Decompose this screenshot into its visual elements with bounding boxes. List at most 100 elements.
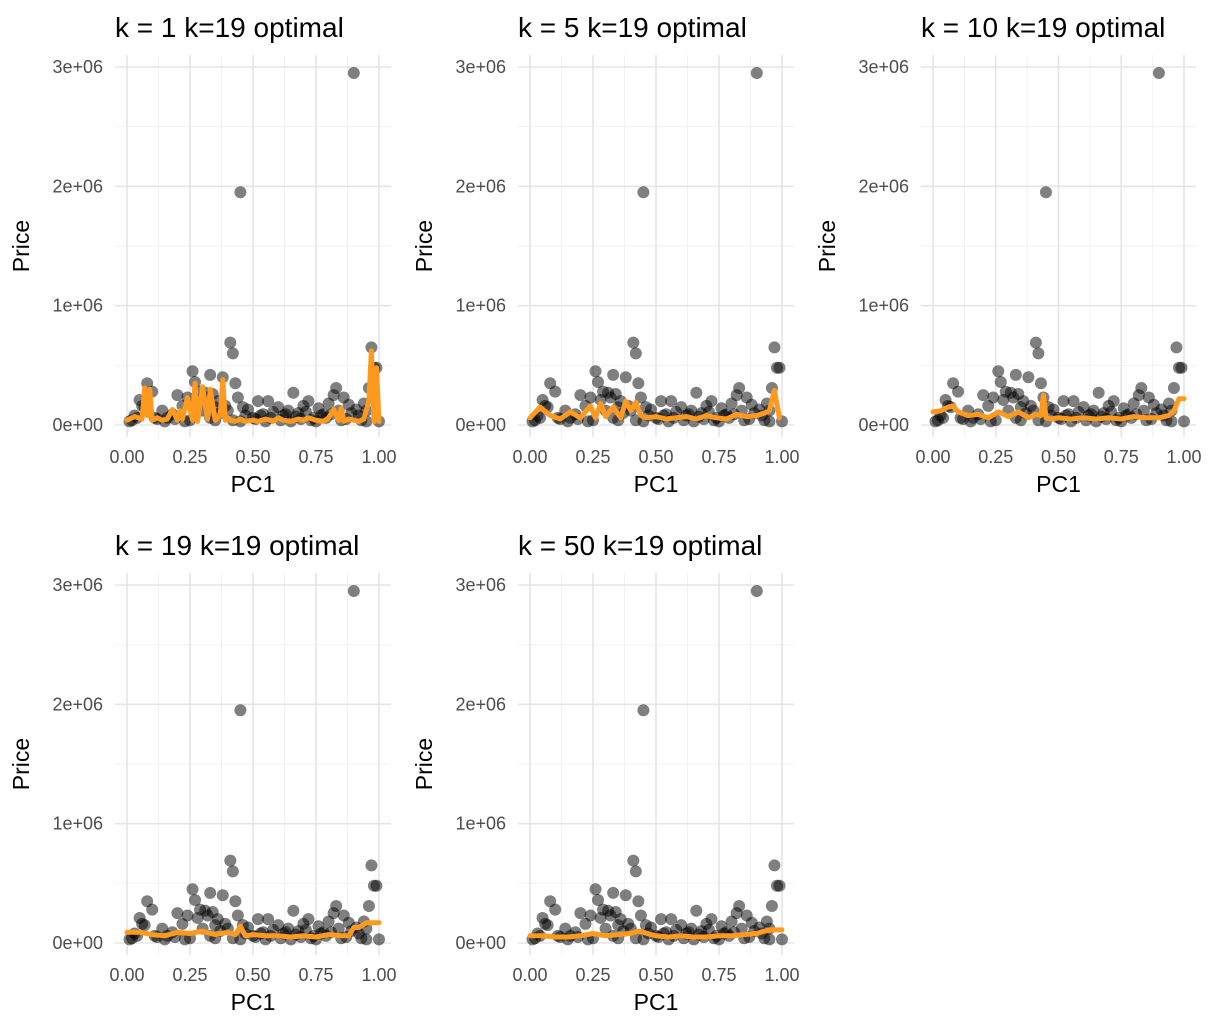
scatter-point bbox=[768, 859, 781, 872]
scatter-point bbox=[619, 371, 632, 384]
scatter-point bbox=[937, 411, 950, 424]
scatter-point bbox=[632, 895, 645, 908]
scatter-point bbox=[1032, 347, 1045, 360]
x-tick-label: 0.00 bbox=[109, 965, 144, 985]
scatter-point bbox=[627, 854, 640, 867]
scatter-point bbox=[1175, 361, 1188, 374]
scatter-point bbox=[365, 341, 378, 354]
scatter-point bbox=[1107, 395, 1120, 408]
scatter-point bbox=[146, 903, 159, 916]
scatter-point bbox=[1039, 186, 1052, 199]
x-tick-label: 0.00 bbox=[109, 447, 144, 467]
scatter-point bbox=[216, 889, 229, 902]
y-tick-label: 3e+06 bbox=[455, 575, 506, 595]
scatter-point bbox=[994, 376, 1007, 389]
scatter-point bbox=[733, 382, 746, 395]
x-tick-label: 0.50 bbox=[638, 447, 673, 467]
y-tick-label: 0e+00 bbox=[52, 933, 103, 953]
y-tick-label: 1e+06 bbox=[52, 296, 103, 316]
scatter-point bbox=[302, 395, 315, 408]
x-tick-label: 0.25 bbox=[978, 447, 1013, 467]
scatter-point bbox=[733, 900, 746, 913]
scatter-point bbox=[1092, 386, 1105, 399]
scatter-point bbox=[705, 913, 718, 926]
x-tick-label: 1.00 bbox=[764, 447, 799, 467]
x-tick-label: 1.00 bbox=[1166, 447, 1201, 467]
knn-fit-line bbox=[124, 920, 382, 940]
scatter-point bbox=[204, 368, 217, 381]
scatter-point bbox=[541, 919, 554, 932]
y-axis-label: Price bbox=[411, 220, 437, 272]
scatter-point bbox=[765, 900, 778, 913]
y-tick-label: 1e+06 bbox=[52, 814, 103, 834]
x-tick-label: 0.75 bbox=[1104, 447, 1139, 467]
scatter-point bbox=[964, 415, 977, 428]
scatter-point bbox=[627, 336, 640, 349]
scatter-points bbox=[123, 66, 385, 428]
scatter-point bbox=[773, 361, 786, 374]
scatter-point bbox=[1167, 382, 1180, 395]
scatter-point bbox=[231, 391, 244, 404]
y-axis-label: Price bbox=[814, 220, 840, 272]
scatter-point bbox=[1022, 371, 1035, 384]
scatter-point bbox=[1009, 368, 1022, 381]
scatter-point bbox=[252, 913, 265, 926]
y-tick-label: 3e+06 bbox=[858, 57, 909, 77]
x-tick-label: 0.25 bbox=[575, 447, 610, 467]
scatter-point bbox=[1057, 395, 1070, 408]
y-tick-label: 3e+06 bbox=[52, 57, 103, 77]
y-tick-label: 1e+06 bbox=[455, 296, 506, 316]
y-tick-label: 0e+00 bbox=[455, 415, 506, 435]
scatter-point bbox=[189, 894, 202, 907]
scatter-point bbox=[581, 415, 594, 428]
y-tick-label: 2e+06 bbox=[455, 176, 506, 196]
x-axis-label: PC1 bbox=[1036, 471, 1081, 497]
scatter-point bbox=[665, 395, 678, 408]
y-axis-label: Price bbox=[8, 220, 34, 272]
scatter-point bbox=[224, 336, 237, 349]
scatter-point bbox=[330, 382, 343, 395]
facet-panel: 0.00 0.25 0.50 0.75 1.00 0e+00 1e+06 2e+06 3e+06… bbox=[8, 530, 397, 1015]
y-axis-label: Price bbox=[411, 738, 437, 790]
x-tick-label: 0.75 bbox=[701, 447, 736, 467]
scatter-point bbox=[574, 389, 587, 402]
x-axis-label: PC1 bbox=[231, 989, 276, 1015]
scatter-point bbox=[655, 395, 668, 408]
scatter-point bbox=[977, 389, 990, 402]
scatter-point bbox=[549, 385, 562, 398]
scatter-point bbox=[231, 909, 244, 922]
scatter-point bbox=[589, 883, 602, 896]
x-tick-label: 0.75 bbox=[701, 965, 736, 985]
y-tick-label: 0e+00 bbox=[858, 415, 909, 435]
scatter-points bbox=[526, 584, 788, 946]
panel-title: k = 50 k=19 optimal bbox=[518, 530, 762, 561]
scatter-point bbox=[224, 854, 237, 867]
scatter-point bbox=[776, 933, 788, 946]
y-tick-label: 2e+06 bbox=[455, 694, 506, 714]
scatter-point bbox=[637, 704, 650, 717]
facet-panel: 0.00 0.25 0.50 0.75 1.00 0e+00 1e+06 2e+06 3e+06… bbox=[8, 12, 397, 497]
x-tick-label: 1.00 bbox=[361, 965, 396, 985]
y-tick-label: 2e+06 bbox=[52, 176, 103, 196]
scatter-point bbox=[665, 913, 678, 926]
x-tick-label: 0.25 bbox=[172, 965, 207, 985]
scatter-point bbox=[226, 865, 239, 878]
x-tick-label: 0.75 bbox=[298, 447, 333, 467]
y-tick-label: 2e+06 bbox=[858, 176, 909, 196]
scatter-point bbox=[355, 932, 368, 945]
scatter-point bbox=[287, 904, 300, 917]
scatter-point bbox=[186, 883, 199, 896]
scatter-point bbox=[365, 859, 378, 872]
scatter-point bbox=[171, 907, 184, 920]
scatter-point bbox=[1170, 341, 1183, 354]
scatter-point bbox=[287, 386, 300, 399]
x-tick-label: 0.75 bbox=[298, 965, 333, 985]
scatter-point bbox=[773, 879, 786, 892]
scatter-point bbox=[299, 923, 312, 936]
scatter-point bbox=[1152, 66, 1165, 79]
scatter-point bbox=[549, 903, 562, 916]
y-tick-label: 1e+06 bbox=[455, 814, 506, 834]
scatter-point bbox=[758, 932, 771, 945]
panel-title: k = 19 k=19 optimal bbox=[115, 530, 359, 561]
